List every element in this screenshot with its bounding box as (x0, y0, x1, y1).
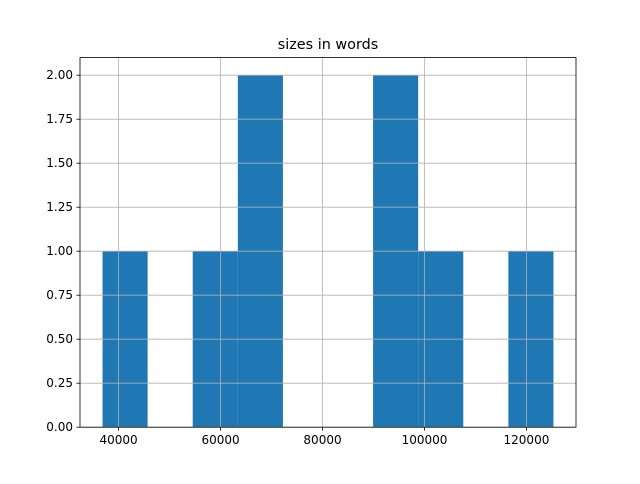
y-tick-label: 1.50 (46, 156, 73, 170)
plot-frame (79, 57, 577, 428)
y-tick-label: 0.75 (46, 288, 73, 302)
y-tick-label: 0.00 (46, 420, 73, 434)
x-tick-label: 80000 (303, 433, 341, 447)
y-tick-label: 0.50 (46, 332, 73, 346)
y-tick-label: 0.25 (46, 376, 73, 390)
y-tick-label: 1.25 (46, 200, 73, 214)
x-tick-label: 120000 (504, 433, 550, 447)
x-tick-label: 40000 (100, 433, 138, 447)
y-tick-label: 1.75 (46, 112, 73, 126)
chart-title: sizes in words (278, 37, 379, 53)
y-tick-label: 2.00 (46, 68, 73, 82)
y-tick-label: 1.00 (46, 244, 73, 258)
x-tick-label: 100000 (402, 433, 448, 447)
x-tick-label: 60000 (201, 433, 239, 447)
